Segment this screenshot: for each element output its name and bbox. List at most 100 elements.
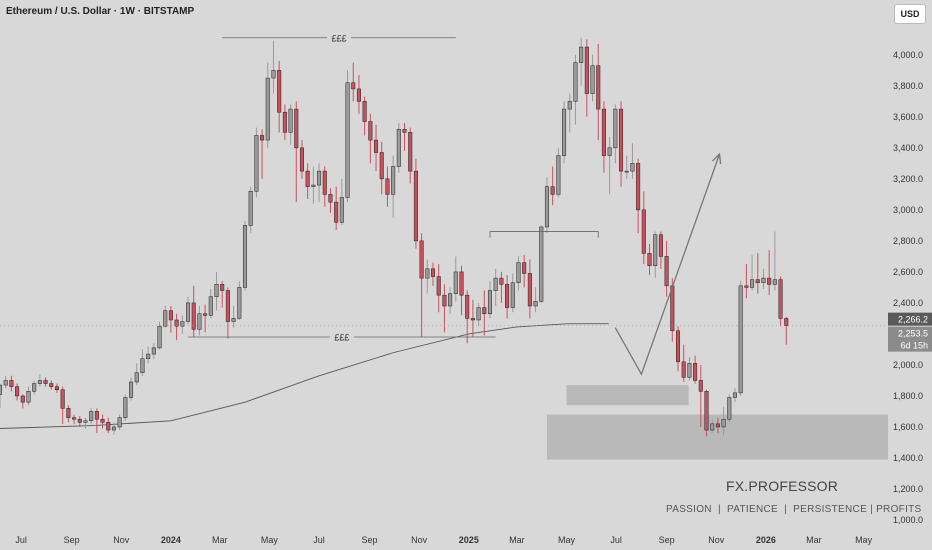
candle-body	[413, 170, 418, 242]
candle-body	[761, 277, 766, 284]
candle-body	[755, 279, 760, 284]
candle-body	[248, 191, 253, 226]
candle-body	[487, 290, 493, 315]
candle-body	[129, 381, 134, 398]
candle	[653, 231, 658, 279]
candle	[225, 287, 230, 339]
candle-body	[658, 234, 663, 257]
candle	[117, 414, 122, 431]
chart-title: Ethereum / U.S. Dollar · 1W · BITSTAMP	[6, 6, 195, 17]
candle-body	[180, 321, 185, 327]
candle-body	[191, 302, 196, 330]
candle	[755, 253, 760, 294]
candle	[556, 147, 561, 198]
candle	[732, 388, 737, 403]
x-tick-label: Sep	[659, 535, 675, 545]
candle-body	[527, 273, 532, 307]
candle	[510, 273, 515, 313]
candle	[470, 299, 475, 338]
candle	[94, 408, 99, 434]
candle	[681, 344, 686, 382]
candle	[20, 394, 25, 409]
candle	[362, 96, 367, 136]
candle	[493, 268, 498, 307]
candle	[157, 321, 162, 350]
price-axis[interactable]: 4,000.0 3,800.0 3,600.0 3,400.0 3,200.0 3,000…	[893, 50, 923, 525]
candle-body	[163, 310, 168, 327]
candle-body	[311, 184, 316, 187]
candle-body	[402, 128, 407, 133]
candle	[567, 93, 572, 133]
candle	[590, 54, 595, 102]
equal-lows-label: £££	[334, 333, 349, 343]
candle-body	[430, 268, 436, 277]
candle-body	[277, 70, 282, 113]
candle-body	[72, 417, 77, 420]
candle	[442, 284, 447, 333]
candle	[738, 281, 743, 396]
candle-body	[516, 262, 521, 284]
candle-body	[368, 121, 373, 141]
candle-body	[567, 101, 572, 110]
candle	[767, 250, 772, 296]
candle-body	[20, 395, 25, 403]
candle-body	[539, 226, 544, 302]
candle	[533, 287, 538, 313]
candle	[778, 276, 783, 327]
candle	[482, 290, 487, 336]
candle-body	[601, 108, 606, 156]
candle	[277, 61, 282, 133]
candle	[402, 123, 407, 151]
candle-body	[653, 234, 658, 266]
candle	[351, 62, 356, 102]
candlestick-series	[0, 37, 789, 437]
y-tick-label: 1,200.0	[893, 484, 923, 494]
candle-body	[100, 418, 105, 423]
candle-body	[15, 386, 20, 397]
candle	[413, 158, 418, 249]
candle	[379, 141, 384, 195]
candle-body	[254, 135, 259, 192]
candle-body	[54, 386, 59, 390]
candle-body	[339, 197, 344, 223]
candle-body	[619, 108, 624, 172]
candle	[311, 166, 316, 204]
candle	[562, 101, 567, 164]
candle-body	[767, 277, 772, 285]
y-tick-label: 1,600.0	[893, 422, 923, 432]
candle	[374, 124, 379, 172]
candle	[83, 417, 88, 429]
candle	[430, 262, 436, 286]
candle	[100, 414, 105, 429]
candle	[140, 349, 145, 376]
candle-body	[675, 330, 681, 363]
candle-body	[231, 318, 236, 322]
time-axis[interactable]: Jul Sep Nov 2024 Mar May Jul Sep Nov 2025 Mar May Ju…	[15, 535, 872, 545]
candle	[453, 256, 458, 302]
x-tick-label: Sep	[362, 535, 378, 545]
candle-body	[448, 293, 453, 307]
candle	[624, 155, 629, 179]
candle-body	[556, 155, 561, 195]
candle	[698, 364, 703, 427]
candle-body	[738, 285, 743, 394]
x-tick-label: Nov	[411, 535, 428, 545]
candle	[396, 123, 401, 173]
y-tick-label: 2,000.0	[893, 360, 923, 370]
candle	[77, 416, 82, 427]
candle	[613, 104, 618, 164]
candle-body	[482, 307, 487, 315]
candle-body	[151, 347, 156, 355]
candle	[630, 143, 635, 179]
candle-body	[493, 277, 498, 291]
candle	[339, 178, 344, 226]
candle-body	[123, 397, 128, 418]
candle	[9, 375, 14, 392]
candle-body	[499, 277, 504, 285]
candle	[32, 380, 37, 395]
x-tick-label: Mar	[212, 535, 228, 545]
candle-body	[590, 65, 595, 94]
candle	[260, 129, 265, 179]
currency-button[interactable]: USD	[894, 4, 926, 24]
